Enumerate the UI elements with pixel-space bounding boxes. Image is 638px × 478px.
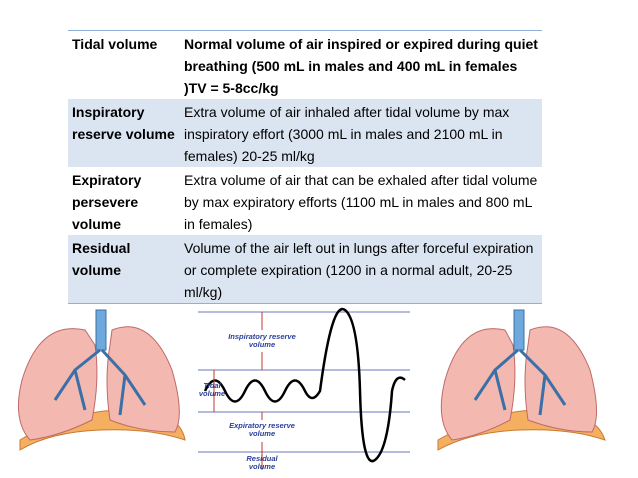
diagram-label: Expiratory reserve volume [229, 421, 295, 438]
definition: Volume of the air left out in lungs afte… [180, 235, 542, 304]
table-row: Residual volume Volume of the air left ou… [68, 235, 542, 304]
label-line: Expiratory reserve [229, 421, 295, 430]
table-row: Expiratory persevere volume Extra volume … [68, 167, 542, 235]
table-row: Inspiratory reserve volume Extra volume o… [68, 99, 542, 167]
label-line: volume [249, 462, 275, 471]
term: Tidal volume [72, 36, 158, 52]
label-line: volume [249, 340, 275, 349]
lungs-right [437, 309, 606, 451]
definition: Extra volume of air inhaled after tidal … [180, 99, 542, 167]
label-line: Inspiratory reserve [228, 332, 296, 341]
diagram-label: Inspiratory reserve volume [228, 332, 296, 349]
label-line: volume [249, 429, 275, 438]
term: Residual volume [68, 235, 180, 304]
table-row: Tidal volume Normal volume of air inspire… [68, 31, 542, 100]
spirogram: Inspiratory reserve volume Tidal volume Ex… [198, 307, 410, 471]
diagram-label: Residual volume [246, 454, 278, 471]
definition: Extra volume of air that can be exhaled … [184, 172, 538, 232]
volume-table: Tidal volume Normal volume of air inspire… [68, 30, 542, 304]
diagram-label: Tidal volume [199, 381, 225, 398]
definition: Normal volume of air inspired or expired… [184, 36, 538, 96]
term: Expiratory persevere volume [72, 172, 142, 232]
label-line: Tidal [203, 381, 221, 390]
label-line: volume [199, 389, 225, 398]
lungs-left [17, 309, 186, 451]
term: Inspiratory reserve volume [68, 99, 180, 167]
label-line: Residual [246, 454, 278, 463]
